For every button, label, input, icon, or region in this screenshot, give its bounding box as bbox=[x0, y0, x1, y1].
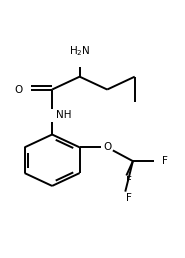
Text: F: F bbox=[126, 176, 131, 186]
Text: O: O bbox=[14, 85, 23, 94]
Text: F: F bbox=[162, 156, 168, 166]
Text: F: F bbox=[126, 193, 131, 203]
Text: O: O bbox=[103, 142, 111, 152]
Text: NH: NH bbox=[56, 110, 71, 120]
Text: H$_2$N: H$_2$N bbox=[69, 45, 90, 58]
